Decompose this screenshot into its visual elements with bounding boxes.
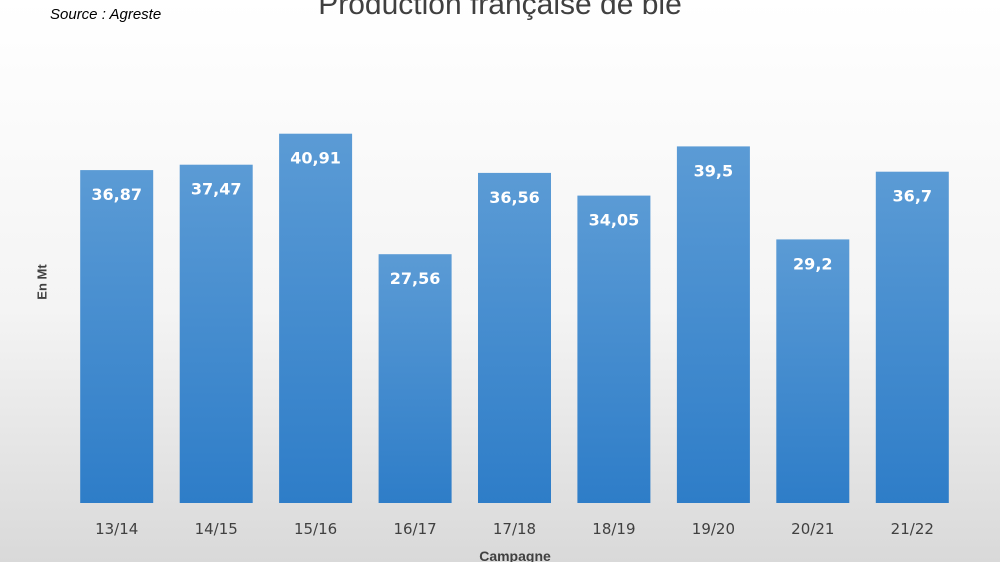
bar-19-20 <box>676 146 750 503</box>
bar-21-22 <box>875 171 949 503</box>
bar-value-label: 36,7 <box>893 187 932 206</box>
bar-14-15 <box>179 164 253 503</box>
bar-value-label: 36,87 <box>91 185 142 204</box>
bar-17-18 <box>478 172 551 503</box>
bar-value-label: 34,05 <box>589 211 640 230</box>
x-tick-label: 20/21 <box>791 520 834 538</box>
bar-value-label: 39,5 <box>694 161 733 180</box>
x-tick-label: 21/22 <box>891 520 934 538</box>
bar-value-label: 36,56 <box>489 188 540 207</box>
x-axis-label: Campagne <box>479 548 551 562</box>
x-tick-label: 18/19 <box>592 520 635 538</box>
bar-20-21 <box>776 239 850 503</box>
source-note: Source : Agreste <box>50 6 162 23</box>
x-tick-label: 17/18 <box>493 520 536 538</box>
x-tick-label: 13/14 <box>95 520 138 538</box>
x-tick-label: 16/17 <box>393 520 436 538</box>
chart-title: Production française de blé <box>318 0 682 21</box>
bars-layer: 36,87 37,47 40,91 27,56 36,56 34,05 39,5 29,2 36… <box>80 133 949 503</box>
bar-15-16 <box>279 133 353 503</box>
bar-value-label: 40,91 <box>290 149 341 168</box>
x-tick-labels: 13/14 14/15 15/16 16/17 17/18 18/19 19/20 20/21… <box>95 520 934 538</box>
x-tick-label: 14/15 <box>195 520 238 538</box>
bar-value-label: 27,56 <box>390 269 441 288</box>
bar-value-label: 29,2 <box>793 254 832 273</box>
bar-value-label: 37,47 <box>191 180 242 199</box>
bar-18-19 <box>577 195 651 503</box>
bar-13-14 <box>80 170 154 503</box>
x-tick-label: 19/20 <box>692 520 735 538</box>
bar-16-17 <box>378 254 452 503</box>
x-tick-label: 15/16 <box>294 520 337 538</box>
